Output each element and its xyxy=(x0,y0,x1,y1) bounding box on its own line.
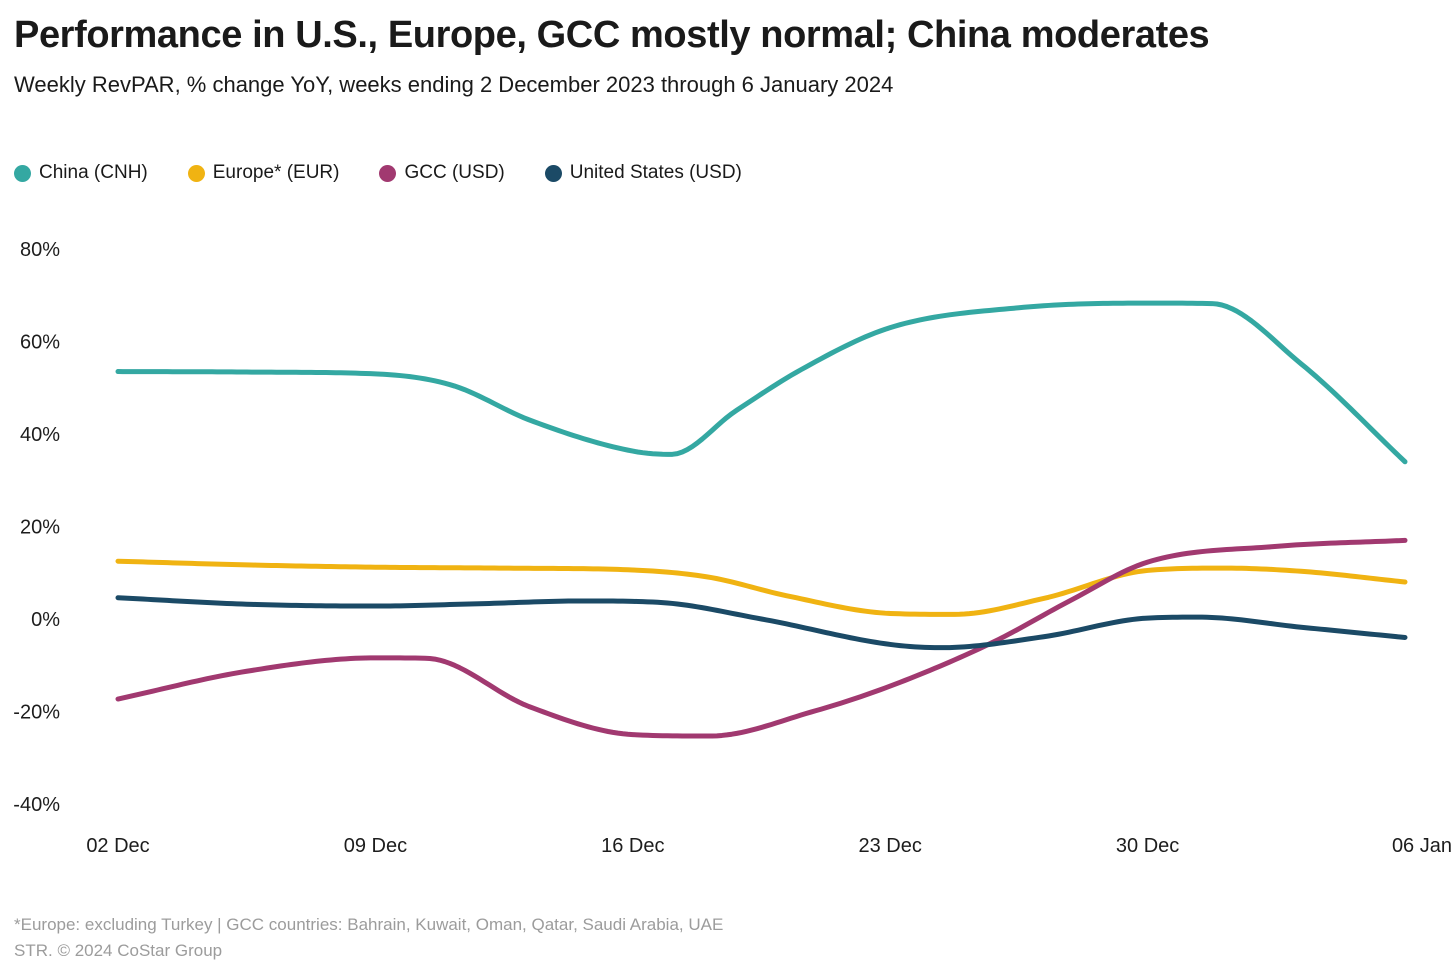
y-axis-label: -20% xyxy=(13,702,60,724)
revpar-line-chart: 80% 60% 40% 20% 0% -20% -40% 02 Dec 09 Dec 16 Dec… xyxy=(13,239,1452,857)
series-line-china xyxy=(115,300,1408,465)
legend-label: China (CNH) xyxy=(39,162,148,183)
series-line-united xyxy=(115,595,1408,651)
legend-swatch-icon xyxy=(379,164,397,182)
legend-label: GCC (USD) xyxy=(404,162,505,183)
x-axis-label: 30 Dec xyxy=(1116,835,1179,857)
legend-item: China (CNH) xyxy=(14,162,148,184)
series-line-gcc xyxy=(115,537,1408,739)
x-axis-label: 09 Dec xyxy=(344,835,407,857)
y-axis-label: -40% xyxy=(13,794,60,816)
x-axis-label: 06 Jan xyxy=(1392,835,1452,857)
y-axis-label: 60% xyxy=(20,332,60,354)
legend-item: United States (USD) xyxy=(544,162,742,184)
y-axis-label: 0% xyxy=(31,609,60,631)
chart-footnotes: *Europe: excluding Turkey | GCC countrie… xyxy=(14,912,723,964)
legend-label: Europe* (EUR) xyxy=(212,162,340,183)
footnote-definitions: *Europe: excluding Turkey | GCC countrie… xyxy=(14,915,724,934)
legend-swatch-icon xyxy=(544,164,562,182)
x-axis-label: 02 Dec xyxy=(86,835,149,857)
x-axis-label: 16 Dec xyxy=(601,835,664,857)
chart-title: Performance in U.S., Europe, GCC mostly … xyxy=(14,14,1210,56)
legend-swatch-icon xyxy=(187,164,205,182)
series-line-europe xyxy=(115,558,1408,617)
legend-item: Europe* (EUR) xyxy=(187,162,340,184)
legend-item: GCC (USD) xyxy=(379,162,505,184)
legend-swatch-icon xyxy=(14,164,31,182)
footnote-source: STR. © 2024 CoStar Group xyxy=(14,941,223,960)
y-axis-label: 40% xyxy=(20,424,60,446)
legend-label: United States (USD) xyxy=(569,162,742,183)
chart-subtitle: Weekly RevPAR, % change YoY, weeks endin… xyxy=(14,72,894,97)
y-axis-label: 80% xyxy=(20,239,60,261)
x-axis-label: 23 Dec xyxy=(859,835,922,857)
chart-legend: China (CNH) Europe* (EUR) GCC (USD) United … xyxy=(14,162,742,184)
y-axis-label: 20% xyxy=(20,517,60,539)
